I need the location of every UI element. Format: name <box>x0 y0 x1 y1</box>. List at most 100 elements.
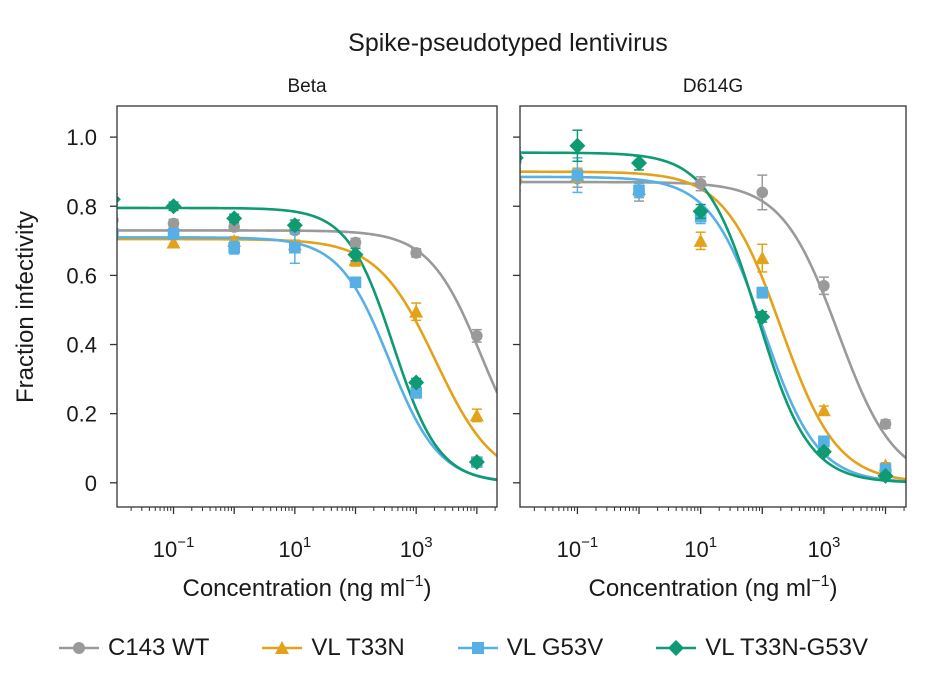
marker-diamond <box>815 443 832 460</box>
x-tick-label-base: 10 <box>557 537 581 562</box>
marker-circle <box>410 247 422 259</box>
data-point-c143-wt <box>818 276 830 296</box>
legend-item-vl-g53v[interactable]: VL G53V <box>457 634 603 662</box>
marker-triangle <box>755 251 770 265</box>
x-axis-label-close: ) <box>830 575 838 602</box>
x-tick-label-exponent: 3 <box>832 534 840 551</box>
x-axis-label-sup: −1 <box>405 573 423 590</box>
data-point-vl-t33n-g53v <box>692 203 709 220</box>
data-point-c143-wt <box>756 174 769 211</box>
fit-curve-c143-wt <box>117 229 497 393</box>
legend-item-c143-wt[interactable]: C143 WT <box>58 634 209 662</box>
data-point-vl-t33n-g53v <box>226 210 243 227</box>
marker-square <box>117 228 119 240</box>
data-point-vl-t33n-g53v <box>569 129 586 163</box>
marker-square <box>756 286 769 299</box>
panel-frame <box>116 105 498 508</box>
legend-swatch-diamond-icon <box>656 640 697 656</box>
x-axis-label-text: Concentration (ng ml <box>588 575 811 602</box>
marker-diamond <box>408 374 425 391</box>
x-tick-label-base: 10 <box>807 537 831 562</box>
marker-square <box>410 387 422 399</box>
y-axis-label: Fraction infectivity <box>12 211 39 403</box>
y-tick-label: 0.4 <box>66 333 97 358</box>
marker-square <box>289 241 301 254</box>
fit-curve-vl-t33n-g53v <box>117 206 497 482</box>
marker-diamond <box>117 195 121 204</box>
data-point-c143-wt <box>167 217 180 230</box>
fit-curve-c143-wt <box>520 180 906 460</box>
legend-item-vl-t33n[interactable]: VL T33N <box>261 634 405 662</box>
data-point-vl-t33n-g53v <box>286 217 303 234</box>
marker-triangle <box>166 235 181 249</box>
marker-square <box>633 184 645 197</box>
data-point-vl-t33n-g53v <box>631 155 648 172</box>
legend-item-vl-t33n-g53v[interactable]: VL T33N-G53V <box>655 634 868 662</box>
x-tick-label-base: 10 <box>400 537 424 562</box>
data-point-vl-g53v <box>117 228 119 240</box>
fit-curve-vl-t33n-g53v <box>520 151 906 484</box>
legend: C143 WT VL T33N VL G53V VL T33N-G53V <box>58 628 868 668</box>
data-point-vl-g53v <box>228 240 240 255</box>
marker-triangle <box>816 403 831 417</box>
legend-swatch-square-icon <box>457 642 498 654</box>
data-point-vl-t33n-g53v <box>347 246 364 263</box>
x-axis-label-sup: −1 <box>811 573 829 590</box>
x-tick-label: 101 <box>684 534 717 562</box>
marker-diamond <box>877 467 894 484</box>
data-point-vl-g53v <box>633 183 645 199</box>
x-tick-label-base: 10 <box>684 537 708 562</box>
data-point-vl-t33n-g53v <box>754 308 771 325</box>
data-point-vl-t33n-g53v <box>468 454 485 471</box>
x-tick-label-exponent: −1 <box>177 534 194 551</box>
marker-circle <box>879 418 892 430</box>
marker-circle <box>349 236 362 249</box>
data-point-vl-t33n <box>469 408 484 423</box>
chart-suptitle: Spike-pseudotyped lentivirus <box>348 29 668 57</box>
marker-diamond <box>631 155 648 172</box>
marker-diamond <box>286 217 303 234</box>
plot-area <box>520 129 906 484</box>
x-tick-label-exponent: −1 <box>581 534 598 551</box>
data-point-vl-g53v <box>167 227 180 240</box>
marker-diamond <box>226 210 243 227</box>
marker-triangle <box>469 408 484 422</box>
x-axis-label-text: Concentration (ng ml <box>182 575 405 602</box>
x-tick-label: 103 <box>807 534 840 562</box>
data-point-vl-g53v <box>756 286 769 299</box>
y-tick-label: 0.6 <box>66 263 97 288</box>
data-point-c143-wt <box>410 247 422 259</box>
fit-curve-vl-g53v <box>520 175 906 483</box>
data-point-c143-wt <box>349 236 362 249</box>
data-point-c143-wt <box>879 418 892 430</box>
x-tick-label-exponent: 1 <box>303 534 311 551</box>
data-point-vl-t33n <box>816 403 831 417</box>
marker-triangle <box>693 233 708 247</box>
x-axis-label: Concentration (ng ml−1) <box>588 573 837 602</box>
marker-circle <box>694 177 707 190</box>
x-tick-label: 10−1 <box>557 534 599 562</box>
marker-triangle <box>520 175 523 182</box>
marker-diamond <box>754 308 771 325</box>
marker-square <box>228 241 240 254</box>
fit-curve-vl-t33n <box>520 170 906 481</box>
fit-curve-vl-t33n <box>117 237 497 458</box>
marker-square <box>571 169 584 181</box>
x-tick-label-exponent: 3 <box>424 534 432 551</box>
legend-label: VL T33N-G53V <box>705 634 869 661</box>
marker-square <box>818 435 830 448</box>
marker-diamond <box>468 454 485 471</box>
legend-label: C143 WT <box>108 634 210 661</box>
marker-diamond <box>520 154 524 162</box>
panel-title: Beta <box>287 76 327 97</box>
x-axis-label: Concentration (ng ml−1) <box>182 573 431 602</box>
data-point-vl-t33n-g53v <box>520 146 524 169</box>
data-point-vl-g53v <box>289 231 301 265</box>
x-tick-label: 101 <box>278 534 311 562</box>
marker-triangle <box>409 304 424 318</box>
plot-area <box>117 193 497 482</box>
y-tick-label: 1.0 <box>66 125 97 150</box>
